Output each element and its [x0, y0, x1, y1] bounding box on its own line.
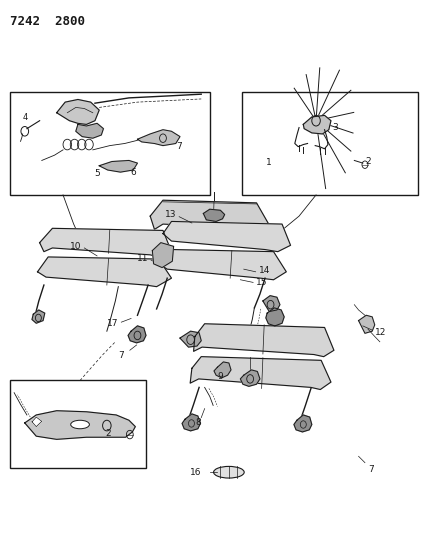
Bar: [10, 381, 146, 468]
Polygon shape: [182, 414, 200, 431]
Text: 7: 7: [176, 142, 182, 151]
Polygon shape: [76, 123, 104, 138]
Polygon shape: [99, 160, 137, 172]
Text: 5: 5: [94, 169, 100, 178]
Polygon shape: [25, 411, 135, 439]
Bar: [10, 92, 210, 195]
Polygon shape: [32, 310, 45, 323]
Polygon shape: [163, 221, 291, 252]
Polygon shape: [32, 417, 42, 426]
Text: 12: 12: [375, 328, 386, 337]
Bar: [242, 92, 418, 195]
Polygon shape: [190, 357, 331, 390]
Text: 8: 8: [195, 418, 201, 427]
Polygon shape: [294, 415, 312, 432]
Text: 9: 9: [217, 372, 223, 381]
Text: 17: 17: [107, 319, 119, 328]
Polygon shape: [203, 209, 225, 221]
Text: 6: 6: [131, 167, 136, 176]
Polygon shape: [241, 370, 260, 386]
Text: 11: 11: [137, 254, 149, 263]
Polygon shape: [152, 243, 174, 268]
Text: 15: 15: [256, 278, 268, 287]
Text: 4: 4: [23, 113, 28, 122]
Text: 7: 7: [119, 351, 124, 360]
Text: 13: 13: [165, 210, 176, 219]
Polygon shape: [263, 296, 280, 312]
Text: 2: 2: [365, 157, 371, 166]
Text: 16: 16: [190, 468, 202, 477]
Polygon shape: [159, 249, 286, 280]
Text: 1: 1: [266, 158, 272, 167]
Polygon shape: [40, 228, 172, 257]
Text: 10: 10: [70, 242, 82, 251]
Text: 14: 14: [259, 266, 270, 275]
Text: 2: 2: [105, 429, 110, 438]
Polygon shape: [180, 331, 201, 347]
Polygon shape: [359, 316, 375, 333]
Text: 7242  2800: 7242 2800: [10, 14, 85, 28]
Ellipse shape: [214, 466, 244, 478]
Polygon shape: [303, 115, 331, 134]
Polygon shape: [38, 257, 172, 287]
Polygon shape: [56, 100, 99, 124]
Text: 7: 7: [369, 465, 374, 473]
Text: 3: 3: [332, 123, 338, 132]
Polygon shape: [214, 362, 231, 378]
Polygon shape: [193, 324, 334, 357]
Ellipse shape: [71, 420, 89, 429]
Polygon shape: [137, 130, 180, 146]
Polygon shape: [150, 200, 269, 230]
Polygon shape: [128, 326, 146, 343]
Polygon shape: [266, 308, 284, 326]
